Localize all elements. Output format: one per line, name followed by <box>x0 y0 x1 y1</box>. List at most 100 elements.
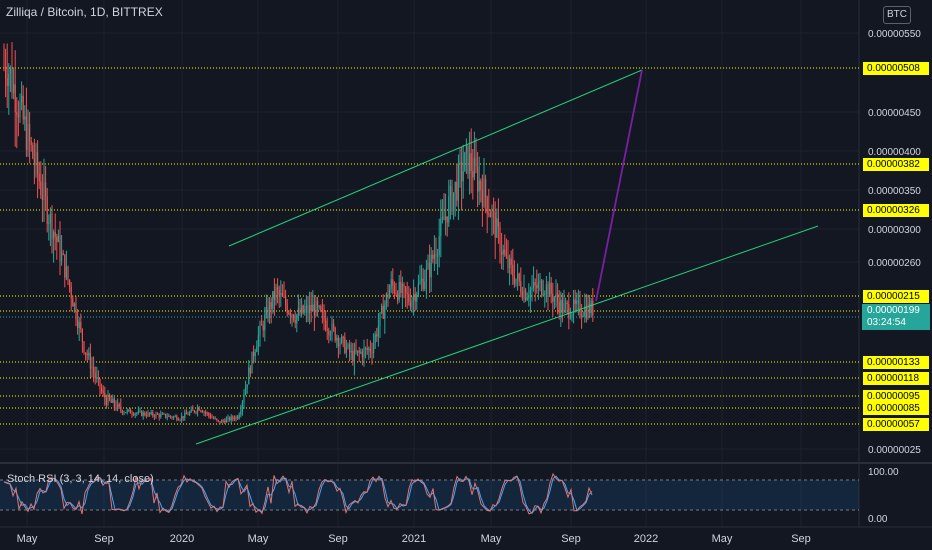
candle-body <box>465 145 467 153</box>
candle-body <box>270 302 272 309</box>
candle-body <box>488 213 490 215</box>
candle-body <box>192 409 194 411</box>
candle-body <box>273 291 275 300</box>
projection-line[interactable] <box>595 69 643 302</box>
current-price-badge: 0.00000199 03:24:54 <box>862 304 930 330</box>
candle-body <box>507 256 509 269</box>
candle-body <box>384 304 386 319</box>
candle-body <box>30 141 32 146</box>
candle-body <box>57 235 59 242</box>
level-price-label: 0.00000085 <box>863 402 929 415</box>
price-tick-label: 0.00000300 <box>868 225 921 236</box>
candle-body <box>120 406 122 411</box>
candle-body <box>297 308 299 315</box>
candle-body <box>181 416 183 420</box>
candle-body <box>25 116 27 150</box>
candle-body <box>499 226 501 253</box>
candle-body <box>283 296 285 298</box>
candle-body <box>345 347 347 353</box>
candle-body <box>369 348 371 352</box>
candle-body <box>285 296 287 305</box>
candle-body <box>21 95 23 103</box>
candle-body <box>14 84 16 113</box>
candle-body <box>558 301 560 313</box>
candle-body <box>566 302 568 305</box>
candle-body <box>289 312 291 317</box>
candle-body <box>265 307 267 316</box>
candle-body <box>291 314 293 317</box>
candle-body <box>3 66 5 68</box>
candle-body <box>342 336 344 338</box>
candle-body <box>169 415 171 417</box>
candle-body <box>190 409 192 413</box>
candle-body <box>243 394 245 403</box>
candle-body <box>387 293 389 298</box>
candle-body <box>78 321 80 329</box>
candle-body <box>336 337 338 341</box>
candle-body <box>109 394 111 400</box>
candle-body <box>107 394 109 405</box>
candle-body <box>544 293 546 295</box>
candle-body <box>145 415 147 417</box>
rsi-tick-label: 100.00 <box>868 467 899 478</box>
candle-body <box>85 352 87 354</box>
candle-body <box>577 300 579 302</box>
candle-body <box>565 302 567 304</box>
candle-body <box>160 414 162 418</box>
candle-body <box>141 411 143 416</box>
candle-body <box>165 413 167 418</box>
candle-body <box>221 420 223 423</box>
candle-body <box>48 223 50 225</box>
candle-body <box>131 413 133 415</box>
candle-body <box>249 367 251 374</box>
candle-body <box>253 351 255 357</box>
stoch-rsi-label[interactable]: Stoch RSI (3, 3, 14, 14, close) <box>7 473 154 485</box>
candle-body <box>157 413 159 415</box>
candle-body <box>105 397 107 405</box>
candle-body <box>534 282 536 286</box>
candle-body <box>227 417 229 420</box>
candle-body <box>485 178 487 198</box>
candle-body <box>430 254 432 278</box>
candle-body <box>347 344 349 348</box>
candle-body <box>357 350 359 353</box>
price-tick-label: 0.00000450 <box>868 108 921 119</box>
candle-body <box>262 325 264 331</box>
candle-body <box>94 372 96 379</box>
candle-body <box>77 319 79 329</box>
candle-body <box>417 283 419 295</box>
channel-lower-line[interactable] <box>195 225 819 445</box>
candle-body <box>494 212 496 238</box>
candle-body <box>329 334 331 336</box>
candle-body <box>315 300 317 316</box>
level-price-label: 0.00000382 <box>863 158 929 171</box>
candle-body <box>323 311 325 321</box>
candle-body <box>259 324 261 336</box>
candle-body <box>67 266 69 281</box>
candle-body <box>173 416 175 418</box>
candle-body <box>240 410 242 415</box>
candle-body <box>523 290 525 299</box>
candle-body <box>128 409 130 411</box>
candle-body <box>133 414 135 416</box>
candle-body <box>395 292 397 294</box>
candle-body <box>366 348 368 351</box>
candle-body <box>53 231 55 240</box>
candle-body <box>517 273 519 279</box>
candle-body <box>115 407 117 410</box>
currency-button[interactable]: BTC <box>883 6 911 24</box>
time-tick-label: Sep <box>561 533 581 545</box>
candle-body <box>272 291 274 309</box>
candle-body <box>75 303 77 320</box>
candle-body <box>29 124 31 142</box>
candle-body <box>590 300 592 314</box>
candle-body <box>587 303 589 318</box>
candle-body <box>305 305 307 310</box>
candle-body <box>328 330 330 335</box>
candle-body <box>537 282 539 289</box>
candle-body <box>86 353 88 356</box>
candle-body <box>438 236 440 255</box>
channel-upper-line[interactable] <box>228 69 643 247</box>
candle-body <box>472 171 474 178</box>
